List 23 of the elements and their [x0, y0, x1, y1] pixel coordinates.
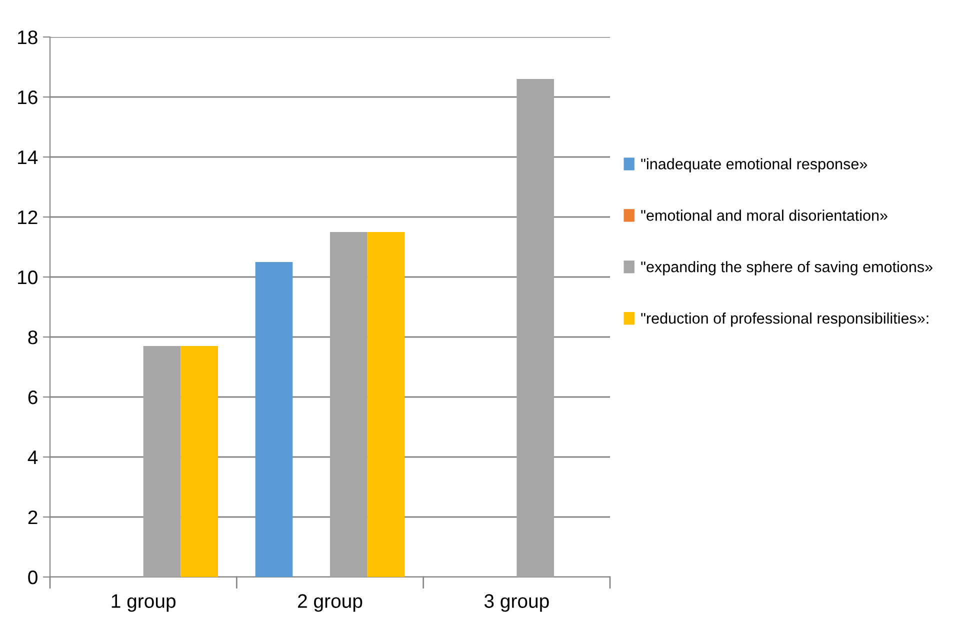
legend-label: "inadequate emotional response» [641, 158, 868, 172]
y-tick-label: 2 [28, 510, 38, 524]
bar [516, 79, 554, 577]
x-tick-label: 1 group [112, 594, 176, 612]
y-tick-label: 18 [18, 30, 38, 44]
y-tick-label: 4 [28, 450, 38, 464]
x-tick-label: 3 group [484, 594, 549, 612]
x-tick-label: 2 group [298, 594, 362, 612]
y-tick-label: 0 [28, 570, 38, 584]
legend-label: "expanding the sphere of saving emotions» [641, 261, 932, 276]
bar [255, 262, 293, 577]
y-tick-label: 14 [18, 150, 38, 164]
bar [143, 346, 181, 577]
y-tick-label: 10 [18, 270, 38, 284]
legend-label: "reduction of professional responsibilities»: [641, 312, 928, 327]
legend-label: "emotional and moral disorientation» [641, 210, 888, 221]
y-tick-label: 8 [28, 330, 38, 344]
y-tick-label: 12 [18, 210, 38, 224]
y-tick-label: 6 [28, 390, 38, 404]
y-tick-label: 16 [18, 90, 38, 104]
bar [330, 232, 368, 577]
bar [180, 346, 218, 577]
bar [367, 232, 405, 577]
